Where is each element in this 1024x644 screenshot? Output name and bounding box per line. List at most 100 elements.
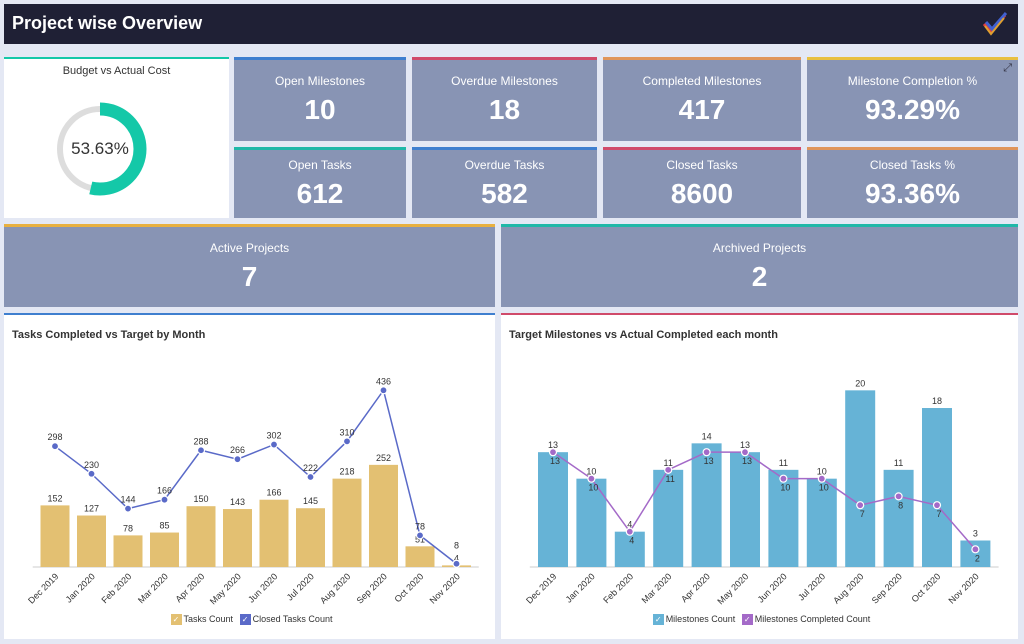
donut-arc xyxy=(53,102,147,196)
project-label: Active Projects xyxy=(209,241,290,255)
line-point xyxy=(50,442,60,451)
x-tick-label: Sep 2020 xyxy=(355,571,389,605)
series-line xyxy=(54,388,457,565)
line-point xyxy=(856,501,865,510)
line-point xyxy=(932,501,942,510)
bar-label: 13 xyxy=(548,440,558,450)
project-value: 7 xyxy=(241,261,258,292)
bar xyxy=(845,390,876,567)
point-label: 298 xyxy=(47,432,62,442)
x-tick-label: May 2020 xyxy=(208,571,243,606)
expand-icon[interactable]: ⤢ xyxy=(1003,62,1012,74)
kpi-card[interactable]: Open Milestones 10 xyxy=(234,57,406,141)
kpi-value: 612 xyxy=(296,178,344,209)
x-tick-label: Jul 2020 xyxy=(796,571,827,602)
point-label: 78 xyxy=(415,521,425,531)
legend-swatch-completed[interactable]: ✓ xyxy=(741,614,753,625)
x-tick-label: Feb 2020 xyxy=(601,571,635,605)
legend-swatch-tasks[interactable]: ✓ xyxy=(170,614,182,625)
point-label: 13 xyxy=(550,456,560,466)
line-point xyxy=(587,474,596,483)
x-tick-label: Dec 2019 xyxy=(524,571,558,605)
kpi-card[interactable]: Closed Tasks % 93.36% xyxy=(807,147,1018,218)
line-point xyxy=(548,448,558,457)
project-card[interactable]: Archived Projects 2 xyxy=(501,224,1018,307)
kpi-label: Completed Milestones xyxy=(642,74,762,88)
kpi-value: 8600 xyxy=(670,178,734,209)
kpi-card[interactable]: Overdue Tasks 582 xyxy=(412,147,597,218)
point-label: 7 xyxy=(936,509,941,519)
x-tick-label: Oct 2020 xyxy=(393,571,426,604)
bar xyxy=(405,546,435,567)
point-label: 2 xyxy=(975,553,980,563)
point-label: 288 xyxy=(193,436,208,446)
line-point xyxy=(306,472,315,482)
line-point xyxy=(452,559,461,568)
bar xyxy=(369,464,398,567)
line-point xyxy=(269,440,279,449)
bar-label: 10 xyxy=(817,467,827,477)
x-tick-label: Feb 2020 xyxy=(99,571,133,605)
kpi-card[interactable]: Completed Milestones 417 xyxy=(603,57,801,141)
bar xyxy=(223,509,252,567)
kpi-value: 417 xyxy=(678,94,726,125)
x-tick-label: Apr 2020 xyxy=(174,571,207,604)
bar xyxy=(186,506,216,567)
point-label: 230 xyxy=(84,460,99,470)
bar-label: 85 xyxy=(159,521,169,531)
line-point xyxy=(123,504,133,513)
bar xyxy=(614,531,645,567)
project-card[interactable]: Active Projects 7 xyxy=(4,224,495,307)
bar-label: 4 xyxy=(454,553,459,563)
bar-label: 218 xyxy=(339,467,354,477)
line-point xyxy=(196,446,206,455)
line-point xyxy=(702,448,711,457)
bar-label: 3 xyxy=(973,529,978,539)
kpi-card[interactable]: Closed Tasks 8600 xyxy=(603,147,801,218)
x-tick-label: May 2020 xyxy=(715,571,750,606)
bar xyxy=(77,515,106,567)
bar-label: 13 xyxy=(740,440,750,450)
x-tick-label: Aug 2020 xyxy=(318,571,352,605)
kpi-card[interactable]: Overdue Milestones 18 xyxy=(412,57,597,141)
kpi-value: 582 xyxy=(481,178,528,209)
x-tick-label: Sep 2020 xyxy=(870,571,904,605)
kpi-label: Milestone Completion % xyxy=(847,74,978,88)
line-point xyxy=(415,531,425,540)
point-label: 144 xyxy=(120,495,135,505)
x-tick-label: Aug 2020 xyxy=(831,571,865,605)
bar xyxy=(691,443,722,567)
kpi-card[interactable]: Open Tasks 612 xyxy=(234,147,406,218)
bar-label: 127 xyxy=(84,504,99,514)
point-label: 4 xyxy=(629,536,634,546)
point-label: 8 xyxy=(898,500,903,510)
point-label: 302 xyxy=(266,431,281,441)
kpi-label: Overdue Milestones xyxy=(451,74,558,88)
x-tick-label: Apr 2020 xyxy=(679,571,712,604)
bar xyxy=(538,452,568,567)
bar-label: 11 xyxy=(779,458,788,468)
bar xyxy=(653,469,684,567)
bar-label: 18 xyxy=(932,396,942,406)
kpi-value: 10 xyxy=(304,94,336,125)
budget-title: Budget vs Actual Cost xyxy=(62,65,171,77)
bar xyxy=(960,540,991,567)
line-point xyxy=(894,492,903,501)
line-point xyxy=(160,495,169,504)
project-label: Archived Projects xyxy=(712,241,807,255)
kpi-value: 93.36% xyxy=(865,178,960,209)
kpi-card[interactable]: Milestone Completion % 93.29% ⤢ xyxy=(807,57,1018,141)
x-tick-label: Jan 2020 xyxy=(564,571,597,604)
tasks-chart: 1521277885150143166145218252514298230144… xyxy=(26,376,479,606)
chart-legend: ✓ Milestones Count ✓ Milestones Completed … xyxy=(501,614,1018,625)
legend-swatch-closed[interactable]: ✓ xyxy=(239,614,251,625)
kpi-label: Closed Tasks xyxy=(666,158,738,172)
legend-label: Milestones Count xyxy=(665,613,736,624)
legend-swatch-milestones[interactable]: ✓ xyxy=(652,614,664,625)
chart-title: Tasks Completed vs Target by Month xyxy=(12,329,206,341)
bar-label: 11 xyxy=(664,458,673,468)
bar xyxy=(922,408,952,567)
line-point xyxy=(779,474,788,483)
budget-card: Budget vs Actual Cost 53.63% xyxy=(4,57,229,218)
series-line xyxy=(552,451,976,550)
